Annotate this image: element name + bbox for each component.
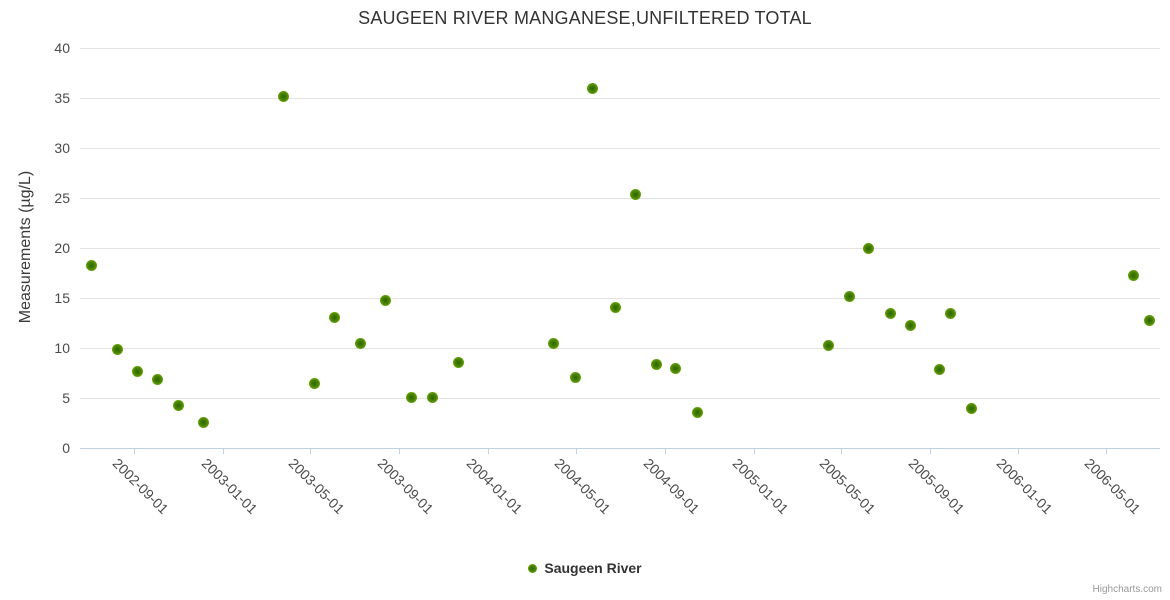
gridline [80, 348, 1160, 349]
x-axis-tick [134, 449, 135, 454]
x-axis-tick [930, 449, 931, 454]
data-point[interactable] [329, 311, 341, 323]
x-axis-label: 2002-09-01 [109, 455, 172, 517]
data-point[interactable] [670, 362, 682, 374]
data-point[interactable] [885, 307, 897, 319]
x-axis-label: 2006-01-01 [993, 455, 1056, 517]
y-axis-label: 15 [54, 290, 70, 306]
y-axis-label: 0 [62, 440, 70, 456]
data-point[interactable] [650, 358, 662, 370]
x-axis-label: 2004-05-01 [551, 455, 614, 517]
y-axis-label: 20 [54, 240, 70, 256]
data-point[interactable] [112, 343, 124, 355]
data-point[interactable] [965, 402, 977, 414]
chart-title: SAUGEEN RIVER MANGANESE,UNFILTERED TOTAL [358, 8, 812, 28]
x-axis-label: 2003-05-01 [285, 455, 348, 517]
gridline [80, 298, 1160, 299]
x-axis-label: 2004-09-01 [640, 455, 703, 517]
x-axis-tick [841, 449, 842, 454]
gridline [80, 198, 1160, 199]
x-axis-label: 2005-09-01 [905, 455, 968, 517]
data-point[interactable] [452, 356, 464, 368]
data-point[interactable] [426, 391, 438, 403]
x-axis-label: 2003-09-01 [374, 455, 437, 517]
data-point[interactable] [197, 416, 209, 428]
data-point[interactable] [173, 399, 185, 411]
legend-label: Saugeen River [544, 560, 642, 576]
legend-marker-icon [528, 563, 538, 573]
data-point[interactable] [1144, 314, 1156, 326]
highcharts-credit-link[interactable]: Highcharts.com [1092, 584, 1162, 595]
y-axis-label: 40 [54, 40, 70, 56]
x-axis-tick [488, 449, 489, 454]
y-axis-label: 35 [54, 90, 70, 106]
x-axis-tick [1106, 449, 1107, 454]
x-axis-tick [1018, 449, 1019, 454]
y-axis-label: 10 [54, 340, 70, 356]
x-axis-tick [223, 449, 224, 454]
x-axis-label: 2003-01-01 [198, 455, 261, 517]
gridline [80, 98, 1160, 99]
data-point[interactable] [933, 363, 945, 375]
y-axis-label: 30 [54, 140, 70, 156]
data-point[interactable] [843, 290, 855, 302]
data-point[interactable] [863, 242, 875, 254]
data-point[interactable] [586, 82, 598, 94]
data-point[interactable] [1128, 269, 1140, 281]
plot-area [80, 48, 1160, 448]
data-point[interactable] [548, 337, 560, 349]
data-point[interactable] [354, 337, 366, 349]
y-axis-label: 5 [62, 390, 70, 406]
data-point[interactable] [278, 90, 290, 102]
x-axis-label: 2006-05-01 [1081, 455, 1144, 517]
gridline [80, 148, 1160, 149]
data-point[interactable] [380, 294, 392, 306]
x-axis-tick [399, 449, 400, 454]
data-point[interactable] [308, 377, 320, 389]
data-point[interactable] [944, 307, 956, 319]
gridline [80, 48, 1160, 49]
data-point[interactable] [86, 259, 98, 271]
data-point[interactable] [692, 406, 704, 418]
x-axis-tick [754, 449, 755, 454]
data-point[interactable] [152, 373, 164, 385]
y-axis-label: 25 [54, 190, 70, 206]
data-point[interactable] [630, 188, 642, 200]
x-axis-tick [310, 449, 311, 454]
data-point[interactable] [904, 319, 916, 331]
gridline [80, 398, 1160, 399]
legend-item-saugeen-river[interactable]: Saugeen River [0, 560, 1170, 576]
x-axis-label: 2005-01-01 [729, 455, 792, 517]
x-axis-line [80, 448, 1160, 449]
data-point[interactable] [822, 339, 834, 351]
x-axis-label: 2005-05-01 [816, 455, 879, 517]
x-axis-label: 2004-01-01 [463, 455, 526, 517]
x-axis-tick [665, 449, 666, 454]
data-point[interactable] [610, 301, 622, 313]
data-point[interactable] [131, 365, 143, 377]
x-axis-tick [576, 449, 577, 454]
data-point[interactable] [569, 371, 581, 383]
gridline [80, 248, 1160, 249]
data-point[interactable] [406, 391, 418, 403]
